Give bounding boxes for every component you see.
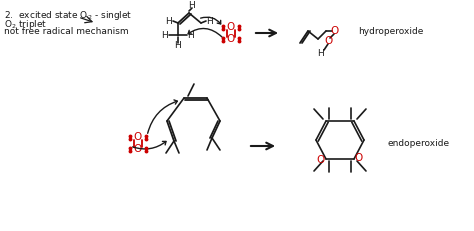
Text: H: H — [188, 30, 194, 40]
Text: O$_2$ triplet: O$_2$ triplet — [4, 18, 47, 31]
Text: H: H — [165, 16, 173, 25]
Text: O: O — [227, 34, 235, 44]
Text: O: O — [325, 36, 333, 46]
Text: O: O — [317, 155, 325, 165]
Text: 2.  excited state O$_2$ - singlet: 2. excited state O$_2$ - singlet — [4, 9, 132, 22]
Text: hydroperoxide: hydroperoxide — [358, 27, 423, 36]
Text: H: H — [318, 49, 324, 58]
Text: H: H — [189, 0, 195, 9]
Text: O: O — [331, 26, 339, 36]
Text: H: H — [207, 16, 213, 25]
Text: O: O — [134, 132, 142, 142]
Text: endoperoxide: endoperoxide — [388, 139, 450, 148]
Text: not free radical mechanism: not free radical mechanism — [4, 27, 128, 36]
Text: H: H — [174, 42, 182, 51]
Text: O: O — [227, 22, 235, 32]
Text: O: O — [355, 153, 363, 163]
Text: O: O — [134, 144, 142, 154]
Text: H: H — [162, 30, 168, 40]
